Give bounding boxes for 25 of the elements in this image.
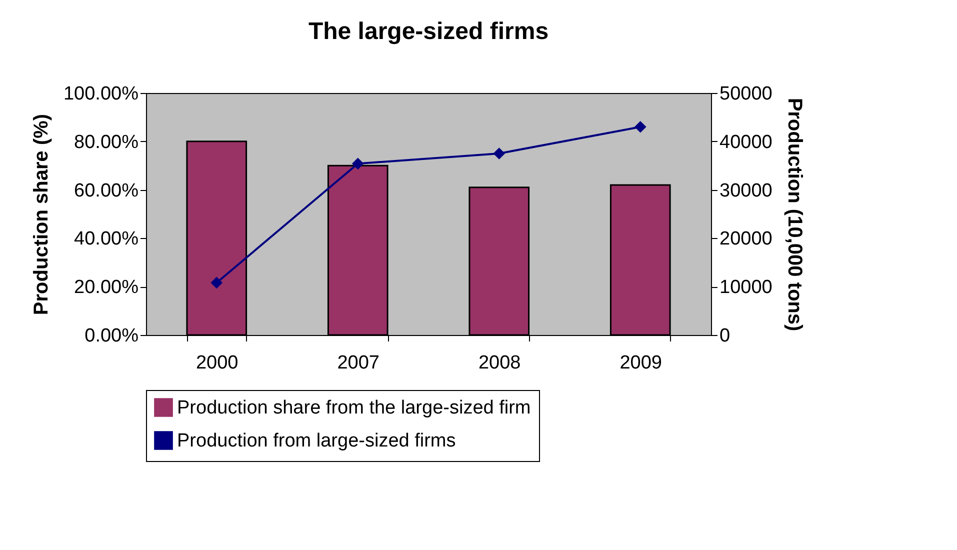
x-tick-label: 2008	[478, 352, 521, 374]
y2-tick-label: 10000	[720, 277, 772, 298]
point	[210, 276, 223, 289]
y2-tick-label: 50000	[720, 84, 772, 104]
y-tick-label: 0.00%	[84, 326, 139, 346]
x-tick-label: 2009	[620, 352, 662, 374]
y-tick-label: 100.00%	[63, 84, 139, 104]
y2-tick-label: 20000	[720, 228, 772, 250]
y2-axis-title: Production (10,000 tons)	[783, 98, 806, 332]
legend-label: Production from large-sized firms	[177, 430, 456, 452]
point	[352, 158, 364, 170]
y-tick-label: 80.00%	[74, 132, 139, 153]
point	[493, 148, 506, 160]
point	[634, 120, 646, 133]
y2-tick-label: 40000	[720, 132, 772, 153]
x-tick-label: 2000	[196, 352, 238, 374]
legend-label: Production share from the large-sized firm	[177, 398, 531, 418]
y-tick-label: 20.00%	[74, 277, 139, 298]
y-tick-label: 60.00%	[74, 180, 139, 202]
chart-title: The large-sized firms	[308, 18, 549, 45]
y-axis-title: Production share (%)	[30, 114, 52, 316]
y-tick-label: 40.00%	[74, 228, 139, 250]
y2-tick-label: 0	[720, 326, 730, 346]
x-tick-label: 2007	[337, 352, 380, 374]
y2-tick-label: 30000	[720, 180, 772, 202]
